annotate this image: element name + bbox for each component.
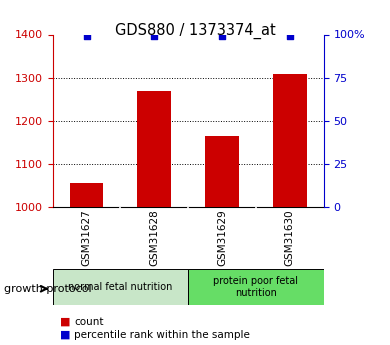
- Bar: [273, 74, 307, 207]
- Text: protein poor fetal
nutrition: protein poor fetal nutrition: [213, 276, 298, 298]
- Point: [219, 33, 225, 39]
- Bar: [137, 90, 171, 207]
- Point: [151, 33, 158, 39]
- Bar: [205, 136, 239, 207]
- Bar: [188, 269, 324, 305]
- Text: percentile rank within the sample: percentile rank within the sample: [74, 330, 250, 339]
- Text: ■: ■: [60, 330, 71, 339]
- Bar: [53, 269, 188, 305]
- Text: GSM31627: GSM31627: [82, 210, 92, 266]
- Bar: [69, 183, 103, 207]
- Text: GSM31628: GSM31628: [149, 210, 159, 266]
- Text: GSM31630: GSM31630: [285, 210, 295, 266]
- Text: normal fetal nutrition: normal fetal nutrition: [68, 282, 173, 292]
- Point: [83, 33, 90, 39]
- Text: count: count: [74, 317, 104, 326]
- Text: GSM31629: GSM31629: [217, 210, 227, 266]
- Text: GDS880 / 1373374_at: GDS880 / 1373374_at: [115, 22, 275, 39]
- Point: [287, 33, 293, 39]
- Text: growth protocol: growth protocol: [4, 284, 92, 294]
- Text: ■: ■: [60, 317, 71, 326]
